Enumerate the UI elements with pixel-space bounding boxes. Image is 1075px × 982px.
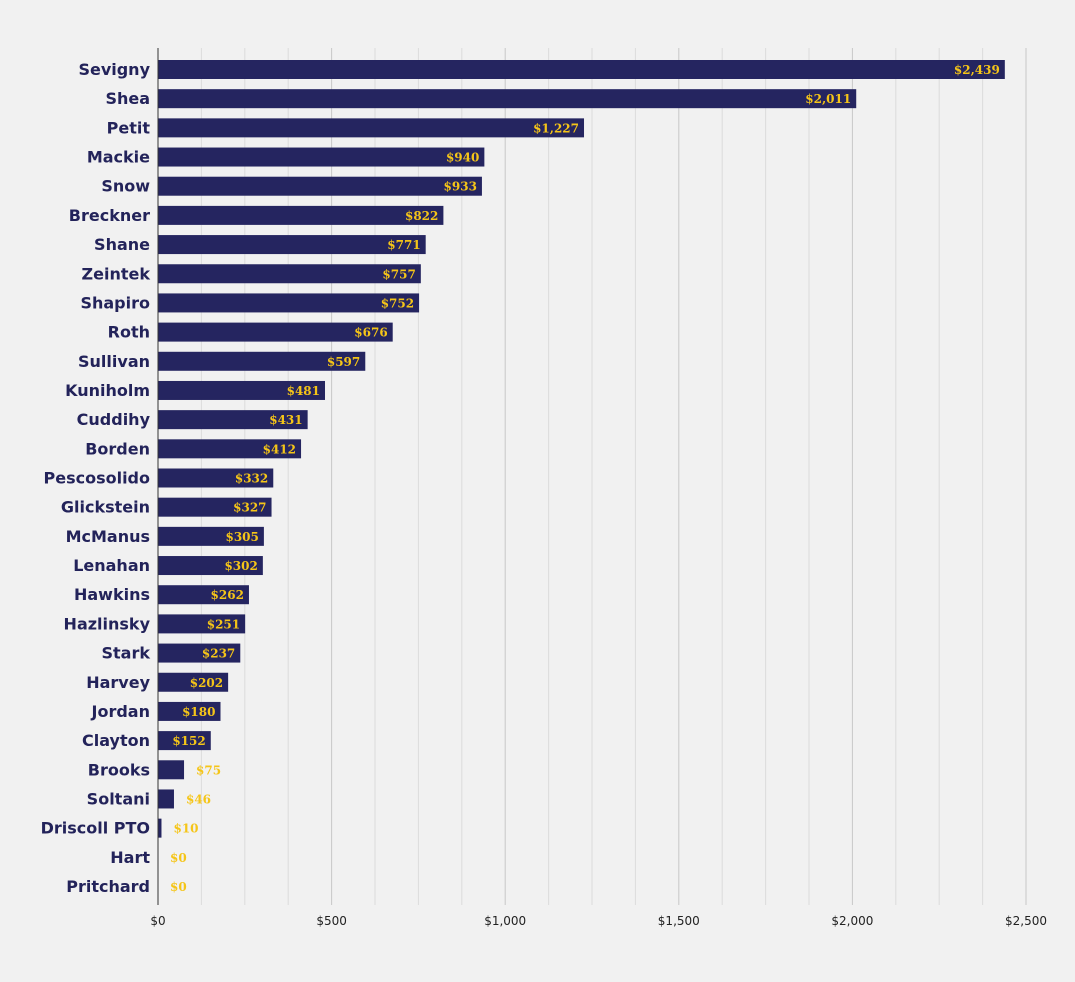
- bar: [158, 760, 185, 780]
- value-label: $676: [354, 326, 387, 340]
- value-label: $152: [172, 734, 205, 748]
- category-label: Driscoll PTO: [41, 819, 150, 838]
- value-label: $305: [225, 530, 258, 544]
- category-label: Hawkins: [74, 585, 150, 604]
- value-label: $251: [207, 617, 240, 631]
- category-label: Shane: [94, 235, 150, 254]
- value-label: $75: [196, 763, 221, 777]
- category-label: Breckner: [69, 206, 150, 225]
- value-label: $46: [186, 792, 211, 806]
- category-label: Petit: [107, 118, 151, 137]
- category-labels: Sevigny Shea Petit Mackie Snow Breckner Shane Z…: [41, 60, 151, 896]
- category-label: Clayton: [82, 731, 150, 750]
- value-label: $757: [382, 267, 415, 281]
- bar: [158, 293, 420, 313]
- bar: [158, 468, 274, 488]
- value-label: $262: [211, 588, 244, 602]
- value-label: $431: [269, 413, 302, 427]
- x-tick-label: $2,000: [831, 914, 873, 928]
- category-label: McManus: [66, 527, 150, 546]
- value-label: $327: [233, 501, 266, 515]
- bar: [158, 205, 444, 225]
- bar: [158, 118, 585, 138]
- category-label: Hazlinsky: [64, 614, 151, 633]
- bar: [158, 789, 174, 809]
- category-label: Zeintek: [82, 264, 151, 283]
- value-label: $933: [444, 180, 477, 194]
- bars: [158, 60, 1005, 838]
- bar: [158, 672, 229, 692]
- category-label: Harvey: [86, 673, 150, 692]
- value-label: $752: [381, 296, 414, 310]
- category-label: Glickstein: [61, 498, 150, 517]
- value-label: $822: [405, 209, 438, 223]
- category-label: Soltani: [87, 789, 150, 808]
- bar: [158, 176, 482, 196]
- value-label: $0: [170, 880, 187, 894]
- value-label: $237: [202, 647, 235, 661]
- bar: [158, 556, 263, 576]
- bar: [158, 701, 221, 721]
- bar: [158, 410, 308, 430]
- category-label: Pescosolido: [43, 469, 150, 488]
- bar: [158, 585, 249, 605]
- category-label: Lenahan: [73, 556, 150, 575]
- value-label: $2,439: [954, 63, 1000, 77]
- category-label: Stark: [102, 644, 151, 663]
- category-label: Kuniholm: [65, 381, 150, 400]
- category-label: Sevigny: [78, 60, 150, 79]
- bar: [158, 89, 857, 109]
- value-label: $412: [263, 442, 296, 456]
- value-label: $0: [170, 851, 187, 865]
- bar: [158, 60, 1005, 79]
- category-label: Jordan: [91, 702, 150, 721]
- value-label: $481: [287, 384, 320, 398]
- bar: [158, 322, 393, 342]
- category-label: Shea: [105, 89, 150, 108]
- category-label: Shapiro: [80, 293, 150, 312]
- category-label: Borden: [85, 439, 150, 458]
- x-tick-label: $500: [316, 914, 347, 928]
- bar: [158, 643, 241, 663]
- bar: [158, 614, 246, 634]
- category-label: Pritchard: [66, 877, 150, 896]
- category-label: Mackie: [87, 148, 150, 167]
- bar: [158, 147, 485, 167]
- bar: [158, 235, 426, 255]
- value-labels: $2,439 $2,011 $1,227 $940 $933 $822 $771 $757 $7…: [170, 63, 1000, 894]
- x-tick-label: $1,000: [484, 914, 526, 928]
- grid-lines: [200, 48, 1027, 905]
- value-label: $597: [327, 355, 360, 369]
- value-label: $771: [387, 238, 420, 252]
- value-label: $302: [224, 559, 257, 573]
- category-label: Roth: [108, 323, 150, 342]
- x-tick-label: $1,500: [658, 914, 700, 928]
- value-label: $2,011: [805, 92, 851, 106]
- category-label: Sullivan: [78, 352, 150, 371]
- x-tick-label: $0: [150, 914, 165, 928]
- bar: [158, 818, 162, 838]
- value-label: $940: [446, 151, 479, 165]
- category-label: Brooks: [88, 760, 150, 779]
- value-label: $1,227: [533, 121, 579, 135]
- bar: [158, 497, 272, 517]
- category-label: Cuddihy: [77, 410, 151, 429]
- category-label: Hart: [110, 848, 150, 867]
- x-axis-ticks: $0 $500 $1,000 $1,500 $2,000 $2,500: [150, 914, 1047, 928]
- bar: [158, 526, 264, 546]
- value-label: $332: [235, 472, 268, 486]
- value-label: $10: [173, 822, 198, 836]
- category-label: Snow: [101, 177, 150, 196]
- x-tick-label: $2,500: [1005, 914, 1047, 928]
- value-label: $202: [190, 676, 223, 690]
- bar: [158, 264, 421, 284]
- bar: [158, 731, 211, 751]
- bar: [158, 351, 366, 371]
- value-label: $180: [182, 705, 215, 719]
- bar: [158, 439, 302, 459]
- bar: [158, 380, 326, 400]
